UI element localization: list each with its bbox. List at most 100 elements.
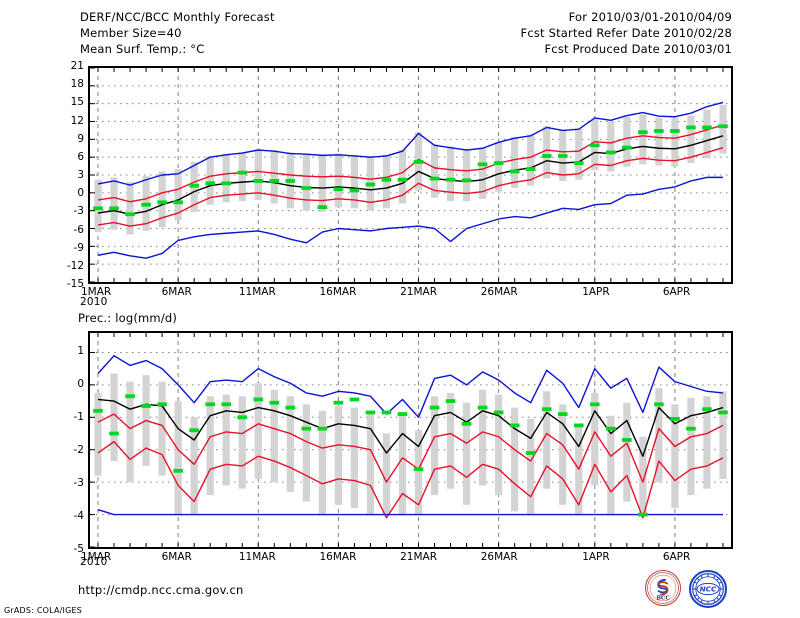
ensemble-spread-bar: [430, 396, 439, 496]
observed-marker: [333, 187, 344, 192]
x-tick-label: 21MAR: [400, 286, 438, 298]
ensemble-spread-bar: [527, 134, 535, 186]
ensemble-spread-bar: [462, 148, 471, 202]
ensemble-spread-bar: [382, 433, 391, 515]
observed-marker: [429, 176, 440, 181]
ensemble-spread-bar: [206, 396, 214, 496]
observed-marker: [237, 170, 248, 175]
observed-marker: [445, 177, 456, 182]
observed-marker: [493, 161, 504, 166]
ensemble-spread-bar: [655, 117, 663, 166]
ensemble-spread-bar: [479, 389, 487, 486]
precipitation-y-axis: 1 0 -1 -2 -3 -4 -5: [44, 331, 84, 555]
ensemble-spread-bar: [174, 169, 182, 221]
observed-marker: [525, 167, 536, 171]
series-line-mean: [97, 135, 724, 215]
x-tick-label: 21MAR: [400, 551, 438, 563]
series-line-max: [97, 101, 724, 186]
ensemble-spread-bar: [446, 146, 455, 202]
ensemble-spread-bar: [302, 404, 310, 502]
observed-marker: [253, 397, 264, 402]
observed-marker: [109, 206, 119, 211]
x-tick-label: 6APR: [662, 286, 691, 298]
ensemble-spread-bar: [318, 410, 326, 515]
observed-marker: [333, 400, 344, 405]
observed-marker: [317, 426, 328, 431]
x-tick-label: 16MAR: [319, 551, 357, 563]
ensemble-spread-bar: [206, 155, 214, 205]
series-line-q25: [97, 440, 724, 519]
ensemble-spread-bar: [575, 427, 583, 515]
ensemble-spread-bar: [607, 415, 615, 515]
observed-markers: [93, 394, 728, 517]
ensemble-spread-bar: [222, 394, 230, 486]
page-title: DERF/NCC/BCC Monthly Forecast: [80, 10, 275, 24]
x-tick-label: 26MAR: [480, 286, 518, 298]
ensemble-spread-bar: [398, 150, 407, 204]
ensemble-spread-bar: [511, 136, 519, 189]
observed-marker: [253, 179, 264, 183]
observed-marker: [477, 162, 488, 167]
ensemble-spread-bar: [607, 121, 615, 172]
ensemble-spread-bar: [190, 417, 198, 515]
observed-marker: [557, 412, 568, 416]
observed-marker: [301, 426, 312, 431]
ensemble-spread-bar: [543, 391, 551, 489]
series-line-q75: [97, 413, 724, 483]
y-tick-label: -12: [66, 259, 84, 272]
observed-marker: [638, 512, 648, 517]
observed-marker: [125, 212, 135, 217]
observed-marker: [93, 408, 103, 413]
ensemble-spread-bar: [479, 147, 487, 199]
x-tick-label: 11MAR: [238, 551, 276, 563]
observed-marker: [509, 423, 520, 428]
ensemble-spread-bar: [719, 104, 727, 154]
observed-marker: [525, 451, 536, 455]
observed-marker: [157, 402, 167, 407]
observed-marker: [349, 397, 360, 402]
precipitation-plot-canvas: [90, 333, 731, 547]
x-tick-label: 6APR: [662, 551, 691, 563]
ensemble-spread-bar: [286, 396, 294, 492]
observed-marker: [589, 143, 600, 148]
y-tick-label: -5: [73, 543, 84, 555]
y-tick-label: 1: [77, 344, 84, 357]
ensemble-spread-bar: [254, 148, 262, 200]
observed-marker: [654, 129, 664, 133]
ensemble-spread-bar: [350, 407, 359, 509]
x-tick-label: 1APR: [582, 551, 610, 563]
precipitation-plot: [88, 331, 733, 549]
member-size-label: Member Size=40: [80, 26, 182, 40]
ensemble-spread-bar: [623, 116, 631, 167]
temperature-y-axis: 21 18 15 12 9 6 3 0 -3 -6 -9 -12 -15: [44, 60, 84, 290]
observed-marker: [622, 145, 632, 150]
observed-marker: [365, 182, 376, 187]
ensemble-spread-bar: [270, 150, 278, 204]
ncc-logo-mark: NCC: [692, 573, 724, 605]
observed-marker: [237, 415, 248, 420]
y-tick-label: 9: [77, 132, 84, 145]
ensemble-spread-bar: [591, 392, 599, 486]
observed-marker: [301, 186, 312, 190]
series-line-q25: [97, 146, 724, 227]
observed-marker: [269, 400, 280, 405]
bcc-logo-mark: BCC: [647, 572, 679, 604]
precipitation-axis-label: Prec.: log(mm/d): [78, 311, 178, 325]
ensemble-spread-bar: [687, 397, 695, 496]
ensemble-spread-bar: [511, 407, 519, 512]
observed-marker: [221, 181, 232, 186]
observed-marker: [381, 177, 392, 182]
observed-marker: [541, 154, 552, 158]
ensemble-spread-bar: [222, 153, 230, 203]
observed-marker: [205, 181, 215, 186]
observed-marker: [381, 410, 392, 415]
observed-marker: [205, 402, 215, 407]
source-url[interactable]: http://cmdp.ncc.cma.gov.cn: [78, 583, 244, 597]
bcc-logo: BCC: [645, 570, 681, 606]
observed-marker: [317, 205, 328, 209]
y-tick-label: -2: [73, 443, 84, 456]
observed-marker: [509, 169, 520, 174]
observed-marker: [573, 423, 584, 428]
y-tick-label: -1: [73, 410, 84, 423]
observed-marker: [718, 410, 728, 415]
